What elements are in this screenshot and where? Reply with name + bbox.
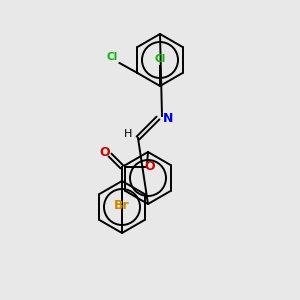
Text: N: N xyxy=(163,112,173,124)
Text: Cl: Cl xyxy=(106,52,118,62)
Text: Br: Br xyxy=(114,199,130,212)
Text: O: O xyxy=(145,160,155,173)
Text: H: H xyxy=(124,129,132,139)
Text: Cl: Cl xyxy=(154,54,166,64)
Text: O: O xyxy=(100,146,110,160)
